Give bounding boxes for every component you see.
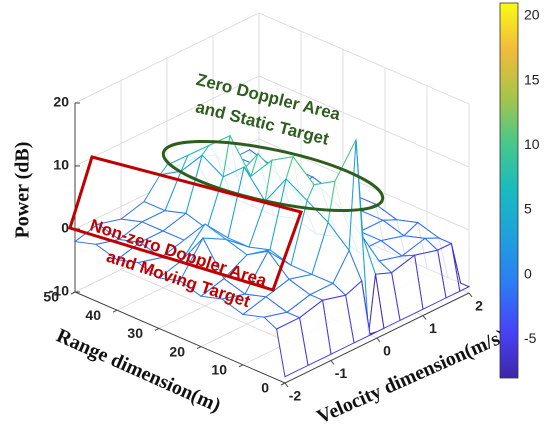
z-tick-label: 20 [53,94,69,110]
y-tick [196,346,202,350]
x-tick-label: -2 [289,388,302,404]
grid-line [258,75,470,168]
y-tick [70,291,76,295]
colorbar-tick-label: 10 [524,136,540,152]
axis-line [74,291,286,384]
y-tick-label: 20 [169,343,185,359]
surface-cell [276,316,309,378]
colorbar-tick-label: 0 [524,265,532,281]
x-tick [330,360,335,365]
colorbar-tick-label: 15 [524,71,540,87]
x-tick-label: 0 [383,343,391,359]
x-tick-label: 1 [429,320,437,336]
colorbar-tick-label: 5 [524,201,532,217]
x-tick-label: -1 [335,365,348,381]
moving-target-box [68,155,303,292]
x-tick [468,292,473,298]
grid-line [258,12,470,105]
y-tick [154,327,160,331]
z-tick-label: 0 [61,220,69,236]
z-axis-title: Power (dB) [12,142,34,239]
y-tick-label: 30 [127,325,143,341]
zero-doppler-ellipse [161,140,385,212]
z-tick-label: -10 [49,283,69,299]
z-tick-label: 10 [53,157,69,173]
y-tick [280,382,286,386]
y-tick-label: 50 [43,289,59,305]
x-tick [422,315,427,320]
y-tick [238,364,244,368]
colorbar [499,2,519,379]
x-tick [284,382,289,388]
y-tick-label: 40 [85,307,101,323]
y-tick [112,309,118,313]
x-tick-label: 2 [475,298,483,314]
colorbar-tick-label: -5 [524,330,537,346]
x-tick [376,337,381,343]
colorbar-tick-label: 20 [524,7,540,23]
y-tick-label: 10 [211,362,227,378]
y-tick-label: 0 [261,380,269,396]
